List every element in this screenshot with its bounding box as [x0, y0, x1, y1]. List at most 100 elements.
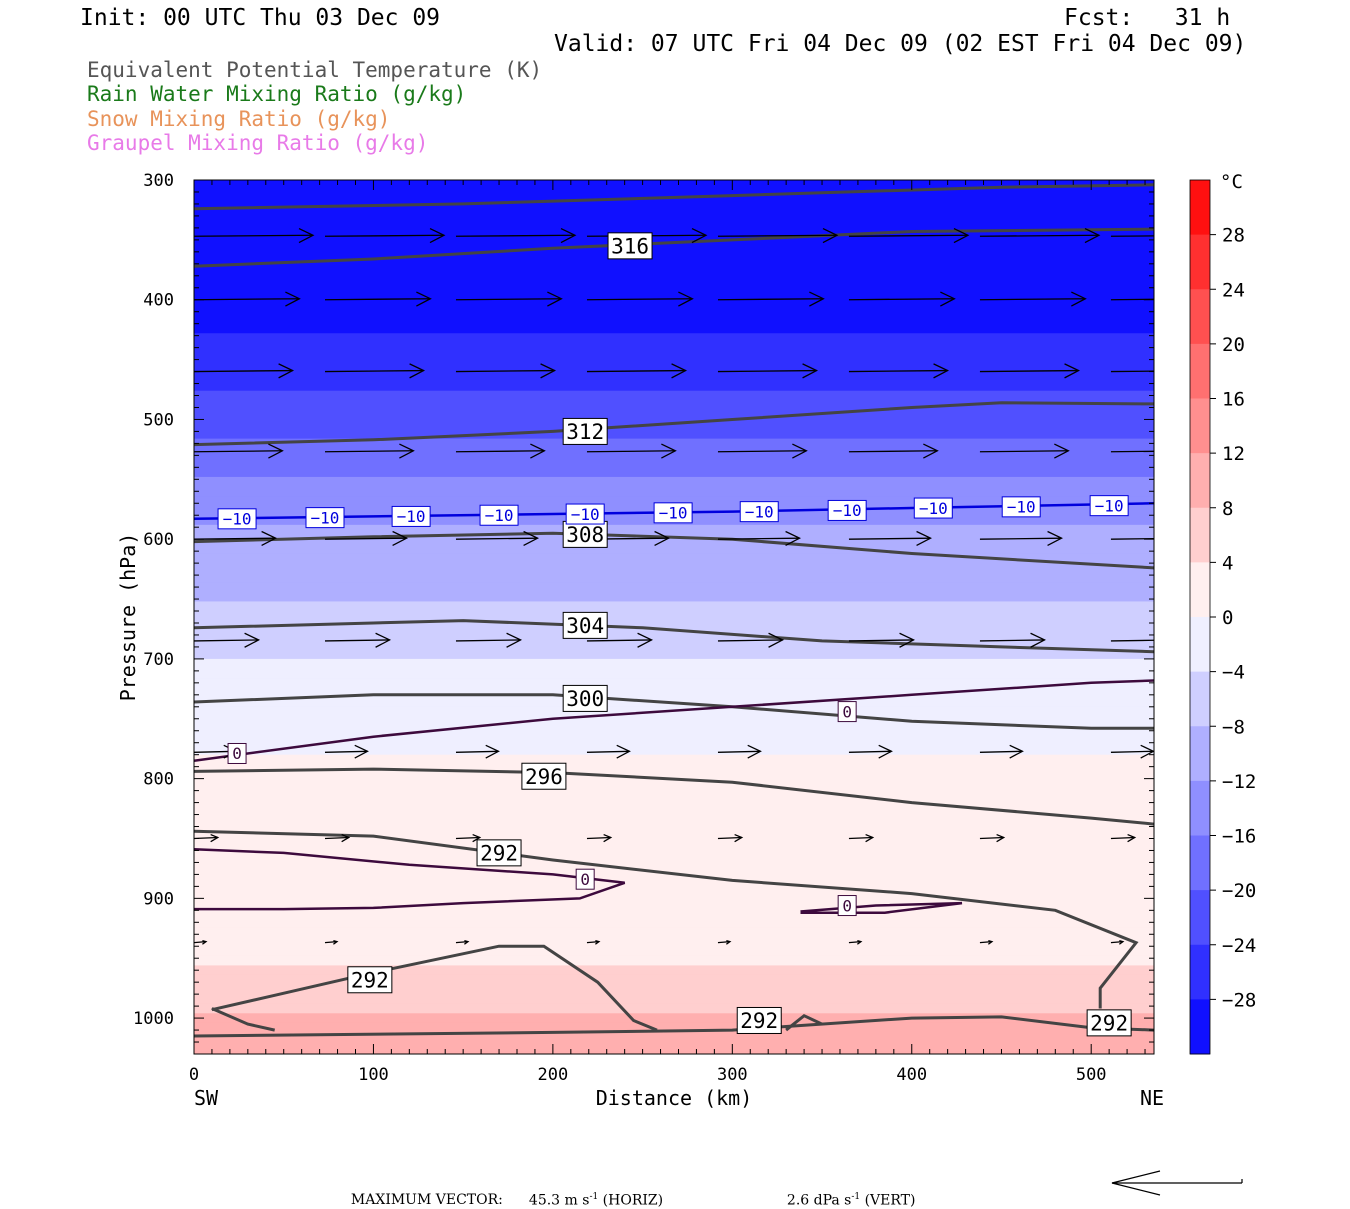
temp-band [194, 1013, 1154, 1024]
wind-vector [324, 298, 431, 301]
contour-label-box [1086, 1009, 1132, 1037]
wind-vector [717, 450, 807, 453]
wind-vectors [194, 227, 1154, 945]
wind-vector [324, 450, 414, 453]
theta-e-line [194, 531, 1154, 570]
temp-band [194, 812, 1154, 823]
colorbar-label: 0 [1222, 607, 1233, 629]
temp-band [194, 649, 1154, 660]
wind-arrowhead [375, 632, 392, 648]
contour-label-box [391, 505, 431, 527]
wind-arrowhead [485, 744, 500, 759]
y-axis-label: Pressure (hPa) [116, 533, 140, 702]
wind-vector [717, 537, 800, 540]
temp-band [194, 572, 1154, 584]
wind-arrowhead [878, 744, 893, 759]
wind-vector [717, 369, 817, 373]
contour-label: −10 [223, 510, 252, 529]
temp-band [194, 314, 1154, 325]
temp-band [194, 361, 1154, 373]
wind-arrowhead [409, 363, 426, 379]
wind-arrowhead [530, 443, 546, 459]
contour-label-box [607, 232, 653, 260]
wind-arrowhead [463, 940, 470, 945]
contour-label: −10 [485, 506, 514, 525]
wind-vector [717, 298, 824, 301]
temp-band [194, 840, 1154, 852]
temp-band [194, 821, 1154, 833]
contour-label-box [653, 502, 693, 524]
max-vector-label: MAXIMUM VECTOR: [350, 1192, 503, 1208]
contour-label: 304 [566, 614, 604, 638]
wind-arrowhead [785, 530, 802, 547]
x-tick-label: 200 [538, 1065, 569, 1085]
temp-band [194, 582, 1154, 593]
contour-label: 316 [611, 234, 649, 258]
wind-vector [1110, 450, 1154, 453]
wind-vector [324, 234, 444, 237]
temp-band [194, 879, 1154, 890]
temp-band [194, 563, 1154, 574]
wind-vector [717, 639, 783, 642]
colorbar-swatch [1190, 890, 1210, 946]
colorbar-label: −24 [1222, 935, 1256, 957]
wind-arrowhead [333, 940, 339, 945]
wind-arrowhead [637, 632, 654, 648]
wind-vector [979, 298, 1086, 301]
wind-arrowhead [856, 940, 863, 945]
theta-e-line [194, 619, 1154, 654]
temp-band [194, 955, 1154, 967]
wind-arrowhead [671, 363, 688, 379]
isotherm-line [194, 848, 626, 911]
wind-vector [455, 537, 538, 540]
temp-band [194, 1032, 1154, 1044]
contour-label: −10 [833, 501, 862, 520]
temp-band [194, 409, 1154, 421]
temp-band [194, 180, 1154, 191]
contour-label-box [565, 503, 605, 525]
contour-label: 300 [566, 687, 604, 711]
contour-label: −10 [745, 502, 774, 521]
colorbar-label: 16 [1222, 389, 1245, 411]
y-tick-label: 700 [143, 650, 174, 670]
wind-vector [455, 750, 499, 753]
contour-label-box [562, 611, 608, 639]
wind-vector [194, 941, 207, 944]
temp-band [194, 323, 1154, 335]
wind-arrowhead [940, 291, 956, 307]
temp-band [194, 333, 1154, 344]
wind-vector [1110, 235, 1154, 237]
wind-vector [586, 836, 611, 840]
legend-theta-e: Equivalent Potential Temperature (K) [87, 58, 543, 82]
temp-band [194, 486, 1154, 498]
wind-vector [848, 450, 938, 453]
x-tick-label: 400 [896, 1065, 927, 1085]
theta-e-line [194, 183, 1154, 211]
reference-vector-arrow [1111, 1170, 1243, 1196]
temp-band [194, 783, 1154, 794]
y-tick-label: 500 [143, 410, 174, 430]
temp-band [194, 1051, 1154, 1054]
contour-labels: 316 312 308 304 300 296 292 292 292 292 −10 −10 −10 −… [217, 232, 1132, 1037]
wind-arrowhead [278, 363, 295, 379]
wind-vector [324, 537, 407, 540]
contour-label-box [913, 497, 953, 519]
x-tick-label: 100 [358, 1065, 389, 1085]
temp-band [194, 266, 1154, 277]
y-tick-label: 400 [143, 291, 174, 311]
wind-arrowhead [987, 940, 994, 945]
wind-arrowhead [261, 530, 278, 547]
wind-vector [979, 234, 1099, 237]
temp-band [194, 304, 1154, 316]
wind-arrowhead [747, 744, 762, 759]
wind-vector [324, 941, 338, 944]
colorbar-label: 4 [1222, 552, 1233, 574]
colorbar-swatch [1190, 507, 1210, 563]
contour-label-box [1089, 495, 1129, 517]
colorbar-swatch [1190, 726, 1210, 782]
temp-band [194, 390, 1154, 402]
temp-band [194, 917, 1154, 929]
colorbar-swatch [1190, 453, 1210, 509]
temp-band [194, 898, 1154, 909]
temp-band [194, 630, 1154, 641]
